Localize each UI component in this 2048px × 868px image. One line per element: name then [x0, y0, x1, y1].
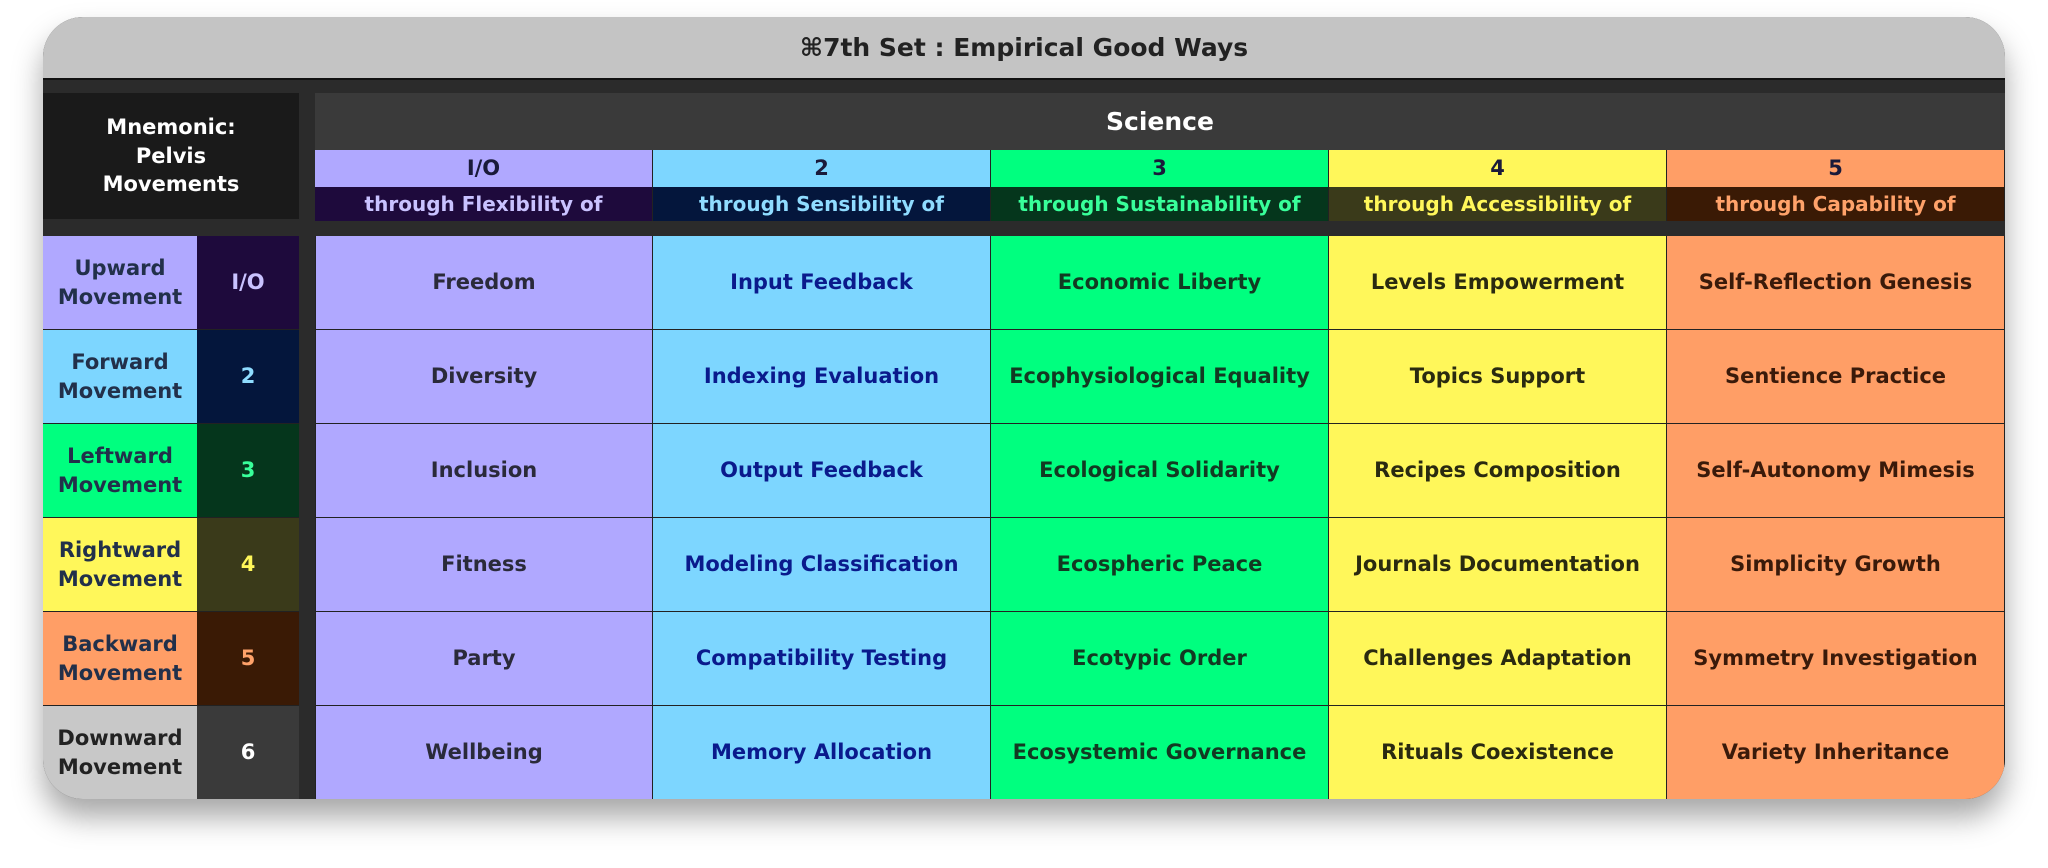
cell: Fitness: [315, 518, 653, 612]
row-label: Downward Movement: [43, 706, 197, 799]
cell: Topics Support: [1329, 330, 1667, 424]
row-number: 4: [197, 518, 299, 612]
cell: Compatibility Testing: [653, 612, 991, 706]
cell: Journals Documentation: [1329, 518, 1667, 612]
cell: Sentience Practice: [1667, 330, 2005, 424]
column-number: 5: [1667, 150, 2005, 187]
row-number: I/O: [197, 236, 299, 330]
column-subtitle: through Sensibility of: [653, 187, 991, 221]
title-bar: ⌘7th Set : Empirical Good Ways: [43, 17, 2005, 80]
window: ⌘7th Set : Empirical Good Ways Mnemonic:…: [43, 17, 2005, 799]
cell: Simplicity Growth: [1667, 518, 2005, 612]
cell: Input Feedback: [653, 236, 991, 330]
cell: Ecospheric Peace: [991, 518, 1329, 612]
row-label: Backward Movement: [43, 612, 197, 706]
row-number: 6: [197, 706, 299, 799]
window-title: ⌘7th Set : Empirical Good Ways: [799, 33, 1249, 62]
column-number: 4: [1329, 150, 1667, 187]
column-number: 2: [653, 150, 991, 187]
cell: Ecotypic Order: [991, 612, 1329, 706]
column-number: I/O: [315, 150, 653, 187]
column-subtitle: through Sustainability of: [991, 187, 1329, 221]
cell: Economic Liberty: [991, 236, 1329, 330]
row-number: 2: [197, 330, 299, 424]
row-label: Leftward Movement: [43, 424, 197, 518]
cell: Wellbeing: [315, 706, 653, 799]
cell: Ecological Solidarity: [991, 424, 1329, 518]
row-label: Forward Movement: [43, 330, 197, 424]
cell: Indexing Evaluation: [653, 330, 991, 424]
cell: Symmetry Investigation: [1667, 612, 2005, 706]
cell: Recipes Composition: [1329, 424, 1667, 518]
cell: Ecosystemic Governance: [991, 706, 1329, 799]
cell: Output Feedback: [653, 424, 991, 518]
cell: Diversity: [315, 330, 653, 424]
cell: Inclusion: [315, 424, 653, 518]
mnemonic: Mnemonic: Pelvis Movements: [43, 93, 299, 219]
column-subtitle: through Capability of: [1667, 187, 2005, 221]
cell: Freedom: [315, 236, 653, 330]
cell: Rituals Coexistence: [1329, 706, 1667, 799]
cell: Challenges Adaptation: [1329, 612, 1667, 706]
column-subtitle: through Flexibility of: [315, 187, 653, 221]
cell: Self-Autonomy Mimesis: [1667, 424, 2005, 518]
section-header: Science: [315, 93, 2005, 150]
row-number: 3: [197, 424, 299, 518]
cell: Party: [315, 612, 653, 706]
column-subtitle: through Accessibility of: [1329, 187, 1667, 221]
row-label: Upward Movement: [43, 236, 197, 330]
row-label: Rightward Movement: [43, 518, 197, 612]
cell: Modeling Classification: [653, 518, 991, 612]
row-number: 5: [197, 612, 299, 706]
cell: Levels Empowerment: [1329, 236, 1667, 330]
cell: Memory Allocation: [653, 706, 991, 799]
column-number: 3: [991, 150, 1329, 187]
cell: Ecophysiological Equality: [991, 330, 1329, 424]
cell: Self-Reflection Genesis: [1667, 236, 2005, 330]
cell: Variety Inheritance: [1667, 706, 2005, 799]
